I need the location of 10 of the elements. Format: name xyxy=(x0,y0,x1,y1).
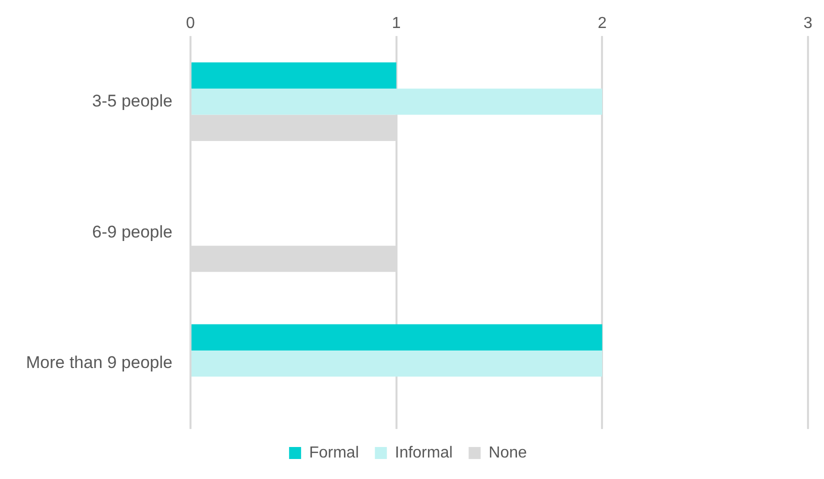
x-tick-label: 2 xyxy=(598,15,607,32)
x-tick-label: 0 xyxy=(186,15,196,32)
y-tick-label: 3-5 people xyxy=(92,91,172,110)
y-tick-label: 6-9 people xyxy=(92,222,172,242)
legend-label: Informal xyxy=(394,444,453,462)
y-tick-label: More than 9 people xyxy=(26,353,172,372)
x-tick-label: 3 xyxy=(804,15,813,32)
legend-label: Formal xyxy=(309,444,359,462)
x-tick-label: 1 xyxy=(392,15,401,32)
legend-label: None xyxy=(488,444,528,462)
